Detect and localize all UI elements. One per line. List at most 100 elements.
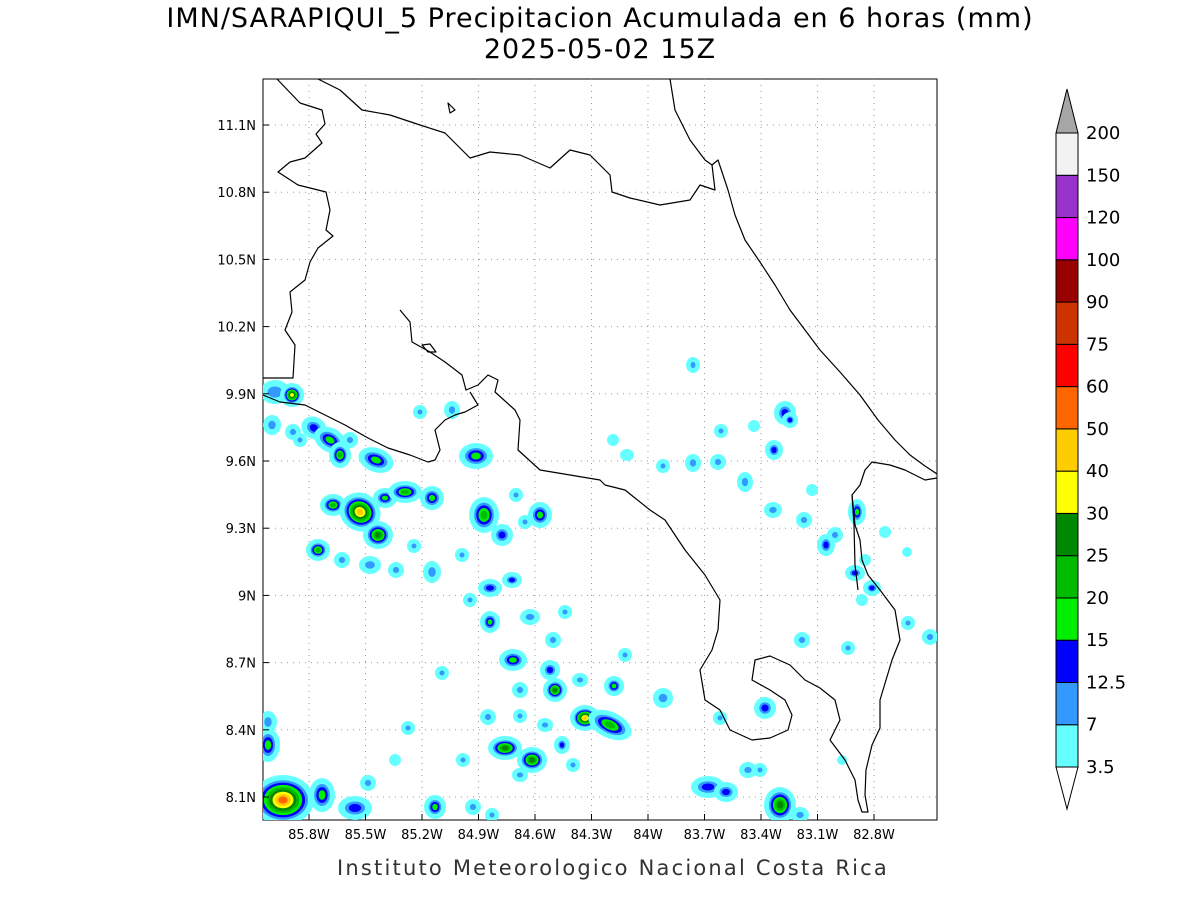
rain-contour bbox=[289, 428, 297, 436]
nicaragua-lake-shore bbox=[317, 79, 729, 206]
caribbean-coast bbox=[727, 189, 937, 475]
rain-cell bbox=[782, 412, 798, 428]
colorbar-segment bbox=[1055, 386, 1079, 430]
lon-tick-label: 84.3W bbox=[571, 828, 613, 843]
rain-cell bbox=[604, 676, 624, 696]
rain-cell bbox=[537, 718, 553, 732]
rain-cell bbox=[413, 405, 427, 419]
rain-cell bbox=[456, 753, 470, 767]
colorbar-segment bbox=[1055, 343, 1079, 388]
colorbar-label: 120 bbox=[1086, 208, 1120, 229]
colorbar-segment bbox=[1055, 597, 1079, 641]
rain-cell bbox=[653, 688, 673, 708]
rain-contour bbox=[487, 619, 493, 625]
rain-cell bbox=[588, 709, 632, 741]
rain-contour bbox=[309, 424, 319, 432]
rain-contour bbox=[264, 717, 272, 727]
rain-contour bbox=[689, 459, 697, 467]
rain-cell bbox=[309, 778, 335, 812]
rain-cell bbox=[329, 442, 351, 468]
rain-cell bbox=[465, 799, 481, 815]
rain-contour bbox=[771, 446, 777, 454]
nicoya-peninsula bbox=[263, 391, 479, 463]
rain-contour bbox=[761, 704, 769, 712]
rain-contour bbox=[701, 783, 715, 791]
precipitation-cells bbox=[263, 357, 937, 820]
rain-cell bbox=[388, 562, 404, 578]
rain-contour bbox=[926, 633, 934, 641]
rain-cell bbox=[520, 609, 540, 625]
rain-contour bbox=[381, 495, 389, 501]
rain-cell bbox=[710, 454, 726, 470]
rain-cell bbox=[389, 754, 401, 766]
rain-contour bbox=[546, 666, 554, 674]
rain-contour bbox=[690, 361, 696, 369]
rain-cell bbox=[754, 697, 776, 719]
rain-cell bbox=[512, 682, 528, 698]
rain-contour bbox=[264, 740, 272, 750]
rain-cell bbox=[263, 711, 277, 733]
colorbar-segment bbox=[1055, 217, 1079, 261]
panama-border bbox=[851, 494, 859, 591]
rain-contour bbox=[718, 428, 724, 434]
rain-cell bbox=[859, 554, 871, 566]
lat-tick-label: 9.3N bbox=[226, 522, 256, 537]
rain-cell bbox=[320, 494, 346, 516]
rain-contour bbox=[837, 755, 847, 765]
rain-cell bbox=[764, 787, 796, 820]
rain-cell bbox=[518, 515, 532, 529]
rain-cell bbox=[528, 502, 552, 528]
colorbar-segment bbox=[1055, 470, 1079, 514]
rain-contour bbox=[529, 757, 535, 763]
colorbar-label: 3.5 bbox=[1086, 757, 1115, 778]
rain-cell bbox=[488, 736, 522, 760]
colorbar-label: 90 bbox=[1086, 292, 1109, 313]
rain-cell bbox=[509, 488, 523, 502]
colorbar: 3.5 7 12.5 15 20 25 30 40 50 60 75 90 100 120 150 200 bbox=[1055, 88, 1126, 811]
rain-contour bbox=[480, 510, 488, 520]
rain-cell bbox=[554, 736, 570, 754]
rain-cell bbox=[459, 443, 493, 469]
rain-cell bbox=[607, 434, 619, 446]
rain-contour bbox=[428, 494, 436, 502]
rain-contour bbox=[315, 547, 321, 553]
rain-contour bbox=[513, 492, 519, 498]
lon-tick-label: 82.8W bbox=[853, 828, 895, 843]
rain-contour bbox=[348, 804, 362, 812]
rain-cell bbox=[491, 524, 513, 546]
rain-cell bbox=[469, 497, 499, 533]
rain-contour bbox=[278, 796, 288, 804]
colorbar-label: 150 bbox=[1086, 165, 1120, 186]
rain-contour bbox=[570, 762, 576, 768]
lat-tick-label: 10.8N bbox=[217, 186, 256, 201]
colorbar-label: 200 bbox=[1086, 123, 1120, 144]
rain-contour bbox=[549, 636, 557, 644]
lat-tick-label: 8.4N bbox=[226, 724, 256, 739]
rain-contour bbox=[851, 570, 859, 576]
lat-tick-label: 8.7N bbox=[226, 657, 256, 672]
footer-credit: Instituto Meteorologico Nacional Costa R… bbox=[337, 856, 889, 880]
rain-contour bbox=[757, 767, 763, 773]
rain-contour bbox=[620, 449, 634, 461]
colorbar-label: 75 bbox=[1086, 334, 1109, 355]
rain-contour bbox=[516, 686, 524, 694]
colorbar-label: 50 bbox=[1086, 419, 1109, 440]
rain-contour bbox=[459, 552, 465, 558]
rain-cell bbox=[922, 629, 937, 645]
rain-cell bbox=[502, 572, 522, 588]
rain-contour bbox=[297, 437, 303, 443]
rain-contour bbox=[375, 532, 381, 538]
rain-contour bbox=[525, 613, 535, 621]
rain-contour bbox=[290, 393, 294, 397]
rain-cell bbox=[338, 796, 372, 820]
rain-cell bbox=[420, 486, 444, 510]
lat-tick-label: 9.6N bbox=[226, 455, 256, 470]
rain-contour bbox=[389, 754, 401, 766]
rain-contour bbox=[845, 645, 851, 651]
colorbar-label: 60 bbox=[1086, 377, 1109, 398]
rain-cell bbox=[517, 747, 547, 773]
rain-contour bbox=[582, 716, 588, 720]
rain-cell bbox=[540, 660, 560, 680]
rain-contour bbox=[267, 386, 283, 398]
rain-cell bbox=[263, 775, 314, 820]
